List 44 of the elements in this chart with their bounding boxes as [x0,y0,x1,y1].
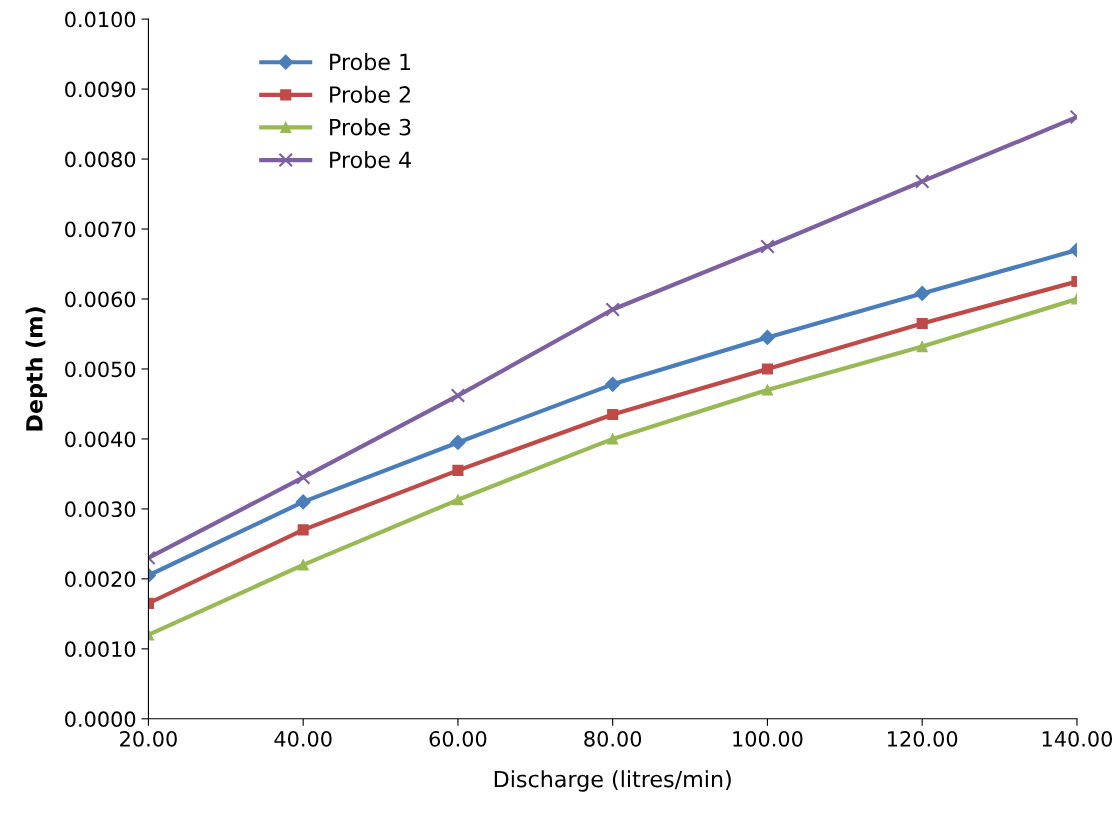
point [297,559,309,571]
y-tick-label: 0.0070 [65,221,136,238]
point [452,494,464,506]
legend-label: Probe 3 [330,118,411,136]
point [916,341,928,353]
point [914,285,930,301]
y-tick-label: 0.0040 [65,431,136,448]
y-axis-title: Depth (m) [25,307,48,431]
point [761,363,773,375]
y-tick-label: 0.0090 [65,81,136,98]
point [607,408,619,421]
y-tick-label: 0.0030 [65,501,136,518]
x-tick-label: 120.00 [888,730,958,747]
point [295,494,311,510]
y-tick-label: 0.0060 [65,291,136,308]
point [605,302,620,317]
point [760,239,775,254]
x-tick-label: 40.00 [274,730,332,747]
point [914,174,930,189]
y-tick-label: 0.0020 [65,571,136,588]
x-tick-label: 140.00 [1042,730,1112,747]
y-tick-label: 0.0080 [65,151,136,168]
point [916,317,928,330]
point [297,524,309,536]
y-tick-label: 0.0050 [65,361,136,378]
y-tick-label: 0.0010 [65,641,136,658]
y-tick-label: 0.0100 [65,11,136,28]
point [605,376,621,392]
x-tick-label: 20.00 [120,730,177,747]
point [452,464,464,476]
point [450,434,466,451]
y-tick-label: 0.0000 [65,711,136,728]
legend-label: Probe 4 [330,150,411,169]
legend-label: Probe 2 [330,85,410,103]
x-tick-label: 60.00 [429,730,487,747]
x-axis-title: Discharge (litres/min) [494,770,731,792]
point [607,433,619,445]
point [759,329,776,346]
point [761,384,773,396]
point [450,388,466,403]
x-tick-label: 100.00 [733,730,803,747]
x-tick-label: 80.00 [584,730,642,747]
legend-label: Probe 1 [330,53,411,71]
point [295,470,311,485]
